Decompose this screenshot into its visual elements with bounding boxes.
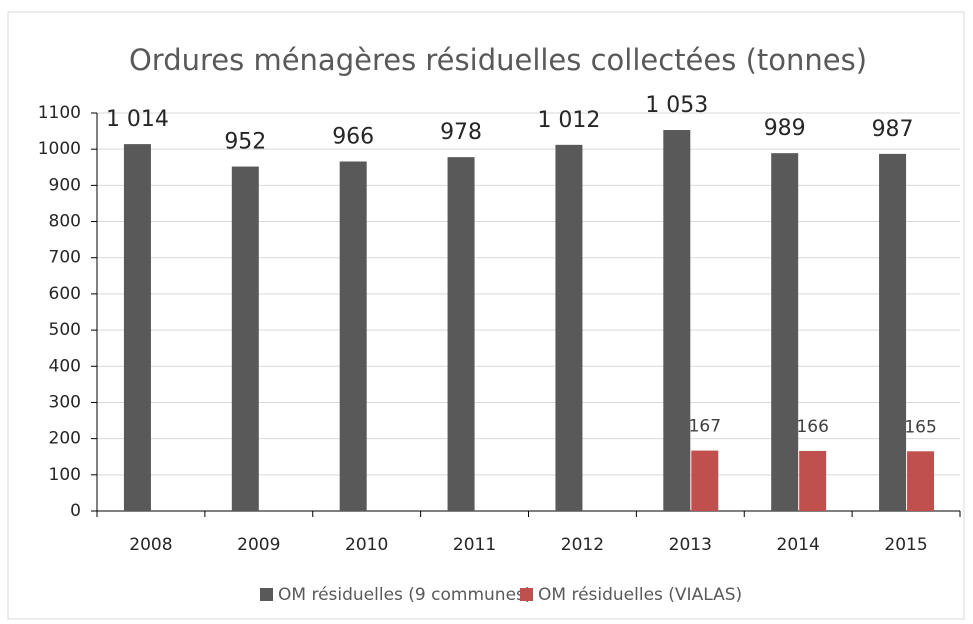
chart-border [7, 11, 965, 620]
y-tick-label: 700 [49, 248, 81, 268]
bar [879, 153, 907, 512]
chart-title: Ordures ménagères résiduelles collectées… [129, 43, 867, 77]
y-tick-label: 500 [49, 320, 81, 340]
bar [771, 153, 799, 512]
bar [231, 166, 259, 512]
bar [907, 451, 935, 511]
data-label: 1 012 [537, 108, 600, 133]
x-tick-label: 2008 [129, 535, 172, 555]
y-tick-label: 300 [49, 392, 81, 412]
bar [663, 130, 691, 512]
y-tick-label: 1100 [38, 103, 81, 123]
bar [447, 157, 475, 511]
bar [799, 450, 827, 511]
legend-swatch [260, 588, 273, 601]
data-label: 978 [440, 120, 482, 145]
y-tick-label: 600 [49, 284, 81, 304]
x-tick-label: 2014 [777, 535, 820, 555]
y-tick-label: 900 [49, 175, 81, 195]
data-label: 952 [224, 130, 266, 155]
x-tick-label: 2013 [669, 535, 712, 555]
x-tick-label: 2015 [884, 535, 927, 555]
y-tick-label: 1000 [38, 139, 81, 159]
x-tick-label: 2011 [453, 535, 496, 555]
legend-swatch [520, 588, 533, 601]
legend-label: OM résiduelles (VIALAS) [538, 585, 742, 605]
x-tick-label: 2009 [237, 535, 280, 555]
x-tick-label: 2012 [561, 535, 604, 555]
data-label: 989 [764, 116, 806, 141]
legend-label: OM résiduelles (9 communes) [278, 585, 532, 605]
data-label: 1 014 [106, 107, 169, 132]
data-label: 166 [796, 417, 828, 437]
data-label: 165 [904, 417, 936, 437]
data-label: 1 053 [645, 93, 708, 118]
data-label: 966 [332, 124, 374, 149]
data-label: 987 [872, 117, 914, 142]
bar [123, 144, 151, 511]
x-tick-label: 2010 [345, 535, 388, 555]
data-label: 167 [689, 417, 721, 437]
bar [691, 450, 719, 511]
bar [555, 144, 583, 511]
y-tick-label: 200 [49, 429, 81, 449]
y-tick-label: 800 [49, 212, 81, 232]
y-tick-label: 100 [49, 465, 81, 485]
y-tick-label: 400 [49, 356, 81, 376]
bar [339, 161, 367, 511]
y-tick-label: 0 [70, 501, 81, 521]
